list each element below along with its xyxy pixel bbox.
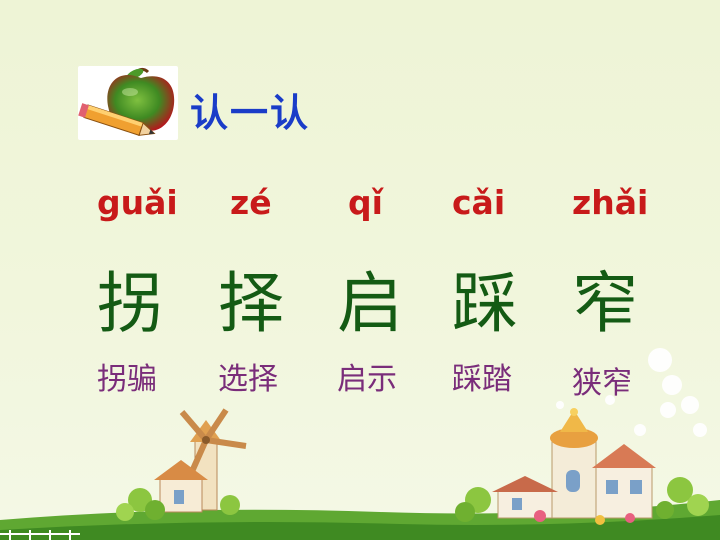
castle-house-icon <box>455 408 709 525</box>
word-5: 狭窄 <box>572 366 632 401</box>
character-3: 启 <box>337 265 403 342</box>
character-1: 拐 <box>97 265 163 342</box>
pinyin-3: qǐ <box>348 183 383 222</box>
pinyin-1: guǎi <box>97 183 178 222</box>
character-5: 窄 <box>572 265 638 342</box>
word-4: 踩踏 <box>452 362 512 397</box>
page-title: 认一认 <box>190 91 311 135</box>
word-2: 选择 <box>218 362 278 397</box>
pinyin-5: zhǎi <box>572 183 649 222</box>
character-2: 择 <box>218 265 284 342</box>
word-3: 启示 <box>337 362 397 397</box>
character-4: 踩 <box>452 265 518 342</box>
pinyin-4: cǎi <box>452 183 506 222</box>
cloud-icon <box>556 348 707 437</box>
word-1: 拐骗 <box>97 362 157 397</box>
windmill-house-icon <box>116 408 247 521</box>
apple-pencil-icon <box>78 66 178 140</box>
pinyin-2: zé <box>230 183 272 222</box>
